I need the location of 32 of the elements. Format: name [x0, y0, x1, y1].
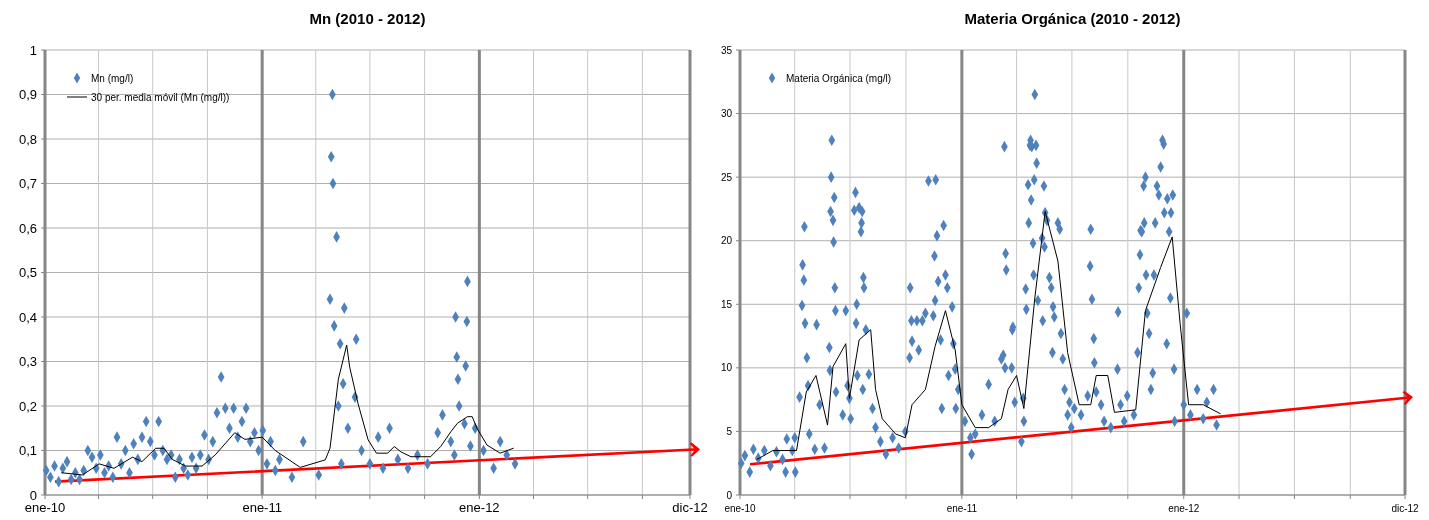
y-tick-label: 0,8 [18, 131, 37, 147]
x-tick-label: dic-12 [1391, 503, 1420, 514]
y-tick-label: 10 [720, 362, 733, 374]
y-tick-label: 0,4 [18, 309, 37, 325]
y-tick-label: 0 [29, 487, 37, 503]
x-tick-label: ene-11 [946, 503, 978, 514]
x-tick-label: ene-12 [459, 500, 500, 515]
y-tick-label: 0,5 [18, 265, 37, 281]
y-tick-label: 0,3 [18, 354, 37, 370]
y-tick-label: 15 [720, 298, 733, 310]
legend-label: Mn (mg/l) [91, 72, 134, 84]
x-tick-label: ene-11 [242, 500, 282, 515]
y-tick-label: 25 [720, 171, 733, 183]
y-tick-label: 0,2 [18, 398, 37, 414]
x-tick-label: ene-10 [724, 503, 757, 514]
y-tick-label: 0 [726, 489, 733, 501]
y-tick-label: 30 [720, 108, 733, 120]
x-tick-label: ene-10 [24, 500, 66, 515]
y-tick-label: 1 [29, 42, 37, 58]
y-tick-label: 0,7 [18, 176, 37, 192]
chart-title: Mn (2010 - 2012) [309, 10, 426, 27]
chart-title: Materia Orgánica (2010 - 2012) [964, 10, 1181, 27]
legend-label: Materia Orgánica (mg/l) [786, 72, 892, 84]
y-tick-label: 0,9 [18, 87, 37, 103]
y-tick-label: 35 [720, 44, 733, 56]
y-tick-label: 0,1 [18, 443, 37, 459]
x-tick-label: dic-12 [672, 500, 708, 515]
y-tick-label: 0,6 [18, 220, 37, 236]
legend-label: 30 per. media móvil (Mn (mg/l)) [91, 91, 230, 103]
y-tick-label: 20 [720, 235, 733, 247]
y-tick-label: 5 [726, 425, 733, 437]
x-tick-label: ene-12 [1168, 503, 1200, 514]
